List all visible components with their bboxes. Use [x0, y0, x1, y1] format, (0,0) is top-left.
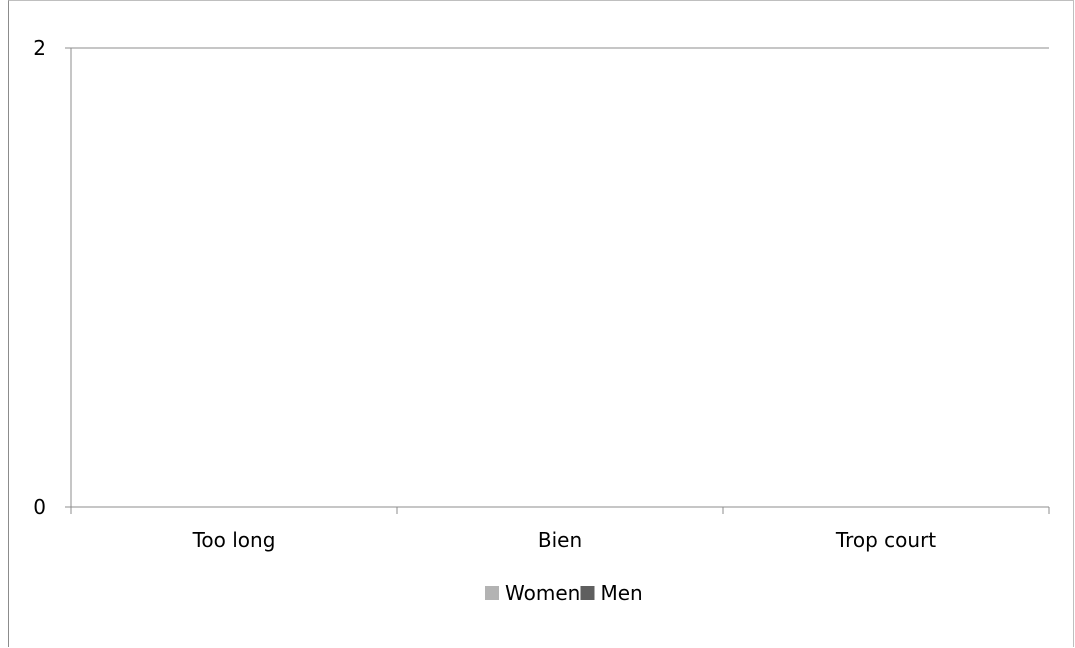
- legend-label-women: Women: [505, 581, 580, 605]
- x-tick-label-0: Too long: [192, 528, 276, 552]
- y-tick-label-0: 0: [33, 495, 46, 519]
- x-tick-label-2: Trop court: [835, 528, 936, 552]
- legend-swatch-men: [580, 586, 595, 600]
- legend-swatch-women: [485, 586, 499, 600]
- tick-labels: 0 2 Too long Bien Trop court: [33, 36, 936, 552]
- y-tick-label-2: 2: [33, 36, 46, 60]
- legend: Women Men: [485, 581, 643, 605]
- x-tick-label-1: Bien: [538, 528, 582, 552]
- axes: [65, 47, 1050, 514]
- legend-label-men: Men: [601, 581, 643, 605]
- chart-frame: [8, 0, 1074, 647]
